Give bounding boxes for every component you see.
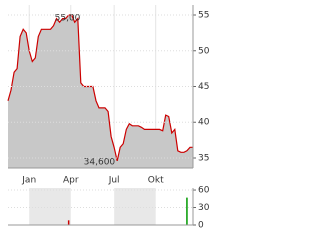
price-line [7,14,193,162]
y-tick-label: 40 [198,118,210,128]
shade-band [114,188,156,225]
y-tick-label: 60 [198,186,210,196]
chart: Jan Apr Jul Okt 55,00 34,600 35 40 45 50 55 0 30 60 [7,5,210,231]
y-tick-label: 50 [198,46,210,56]
volume-bar [186,197,188,225]
y-tick-label: 30 [198,203,210,213]
y-tick-label: 0 [198,221,204,231]
x-tick-label: Jul [108,176,120,186]
x-tick-label: Jan [21,176,36,186]
y-tick-label: 45 [198,82,209,92]
x-tick-label: Okt [148,176,164,186]
x-tick-label: Apr [63,176,79,186]
price-area [8,15,193,168]
volume-bar [67,220,70,225]
shade-band [29,188,71,225]
max-annotation: 55,00 [55,14,81,24]
min-annotation: 34,600 [84,157,116,167]
y-tick-label: 35 [198,153,209,163]
y-tick-label: 55 [198,11,209,21]
